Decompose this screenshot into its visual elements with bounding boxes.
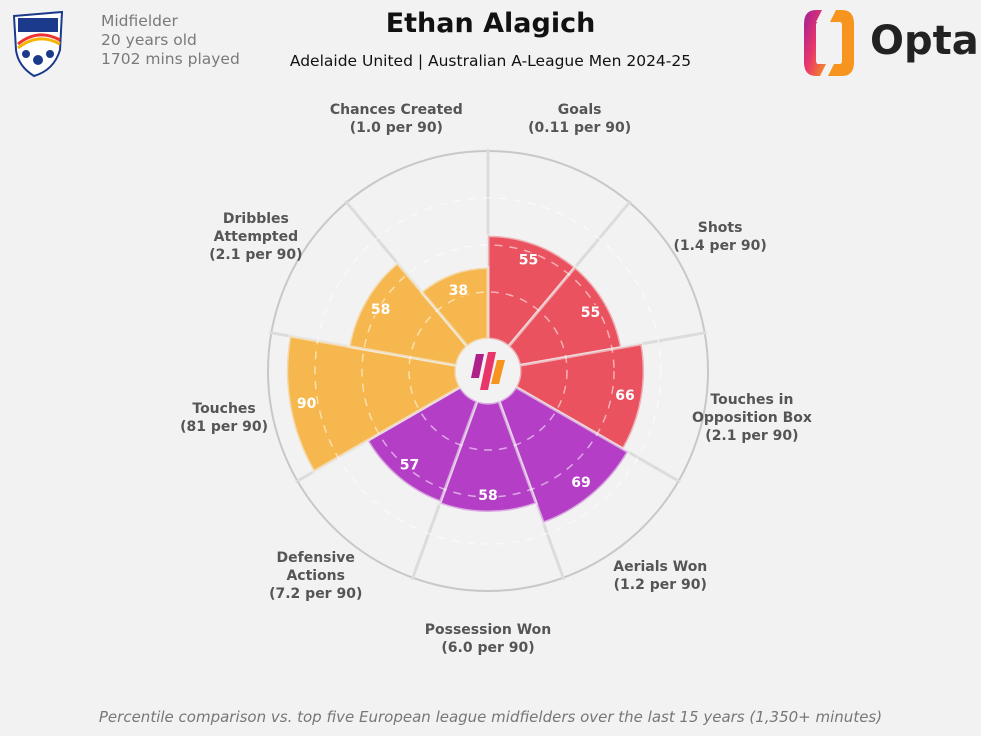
category-label-line: Actions [286,568,345,585]
club-crest-logo [12,10,64,78]
category-label-line: Attempted [213,229,299,245]
category-label: Chances Created (1.0 per 90) [330,101,463,137]
category-label-line: (1.0 per 90) [349,120,443,137]
gridline-circle [408,291,568,451]
value-label: 38 [449,283,468,299]
subtitle: Adelaide United | Australian A-League Me… [289,52,692,70]
category-label-line: (1.2 per 90) [613,577,707,594]
category-label-line: (6.0 per 90) [441,640,535,656]
category-label-line: Defensive [276,550,355,567]
value-label: 90 [297,396,317,412]
value-label: 55 [581,305,600,321]
category-label: Dribbles Attempted (2.1 per 90) [209,210,302,264]
category-label-line: (0.11 per 90) [528,120,632,137]
category-label-line: Shots [697,220,743,236]
category-label-line: Touches [192,400,256,417]
category-label: Defensive Actions (7.2 per 90) [269,549,362,603]
category-label-line: Touches in [710,391,794,408]
category-label-line: Chances Created [329,102,463,119]
category-label: Touches in Opposition Box (2.1 per 90) [692,391,812,445]
category-label: Goals (0.11 per 90) [528,101,631,137]
value-label: 69 [571,475,590,491]
player-age: 20 years old [101,31,197,49]
value-label: 58 [478,488,497,504]
player-position: Midfielder [101,12,178,30]
category-label-line: Possession Won [424,622,552,638]
player-minutes: 1702 mins played [101,50,240,68]
value-label: 55 [519,253,538,269]
gridline-circle [314,197,662,545]
page-title: Ethan Alagich [385,8,596,39]
center-opta-icon [471,352,505,390]
value-label: 57 [400,458,419,474]
value-label: 58 [371,302,390,318]
value-label: 66 [615,388,634,404]
category-label-line: Goals [557,102,602,119]
category-label: Touches (81 per 90) [180,400,268,436]
category-label-line: (81 per 90) [180,418,269,435]
opta-brand-text: Opta [870,18,979,64]
opta-logo-icon [804,10,854,76]
category-label-line: Opposition Box [691,409,812,426]
category-label-line: Aerials Won [613,559,708,576]
category-label-line: (7.2 per 90) [269,586,363,603]
category-label-line: (1.4 per 90) [673,238,767,254]
category-label-line: Dribbles [222,211,289,227]
category-label: Aerials Won (1.2 per 90) [613,558,707,594]
category-label-line: (2.1 per 90) [705,427,799,444]
footer-note: Percentile comparison vs. top five Europ… [98,708,883,726]
category-label: Shots (1.4 per 90) [673,219,766,255]
category-label-line: (2.1 per 90) [209,247,303,263]
player-info: Midfielder 20 years old 1702 mins played [101,12,240,69]
gridline-circle [361,244,615,498]
category-label: Possession Won (6.0 per 90) [425,621,552,657]
